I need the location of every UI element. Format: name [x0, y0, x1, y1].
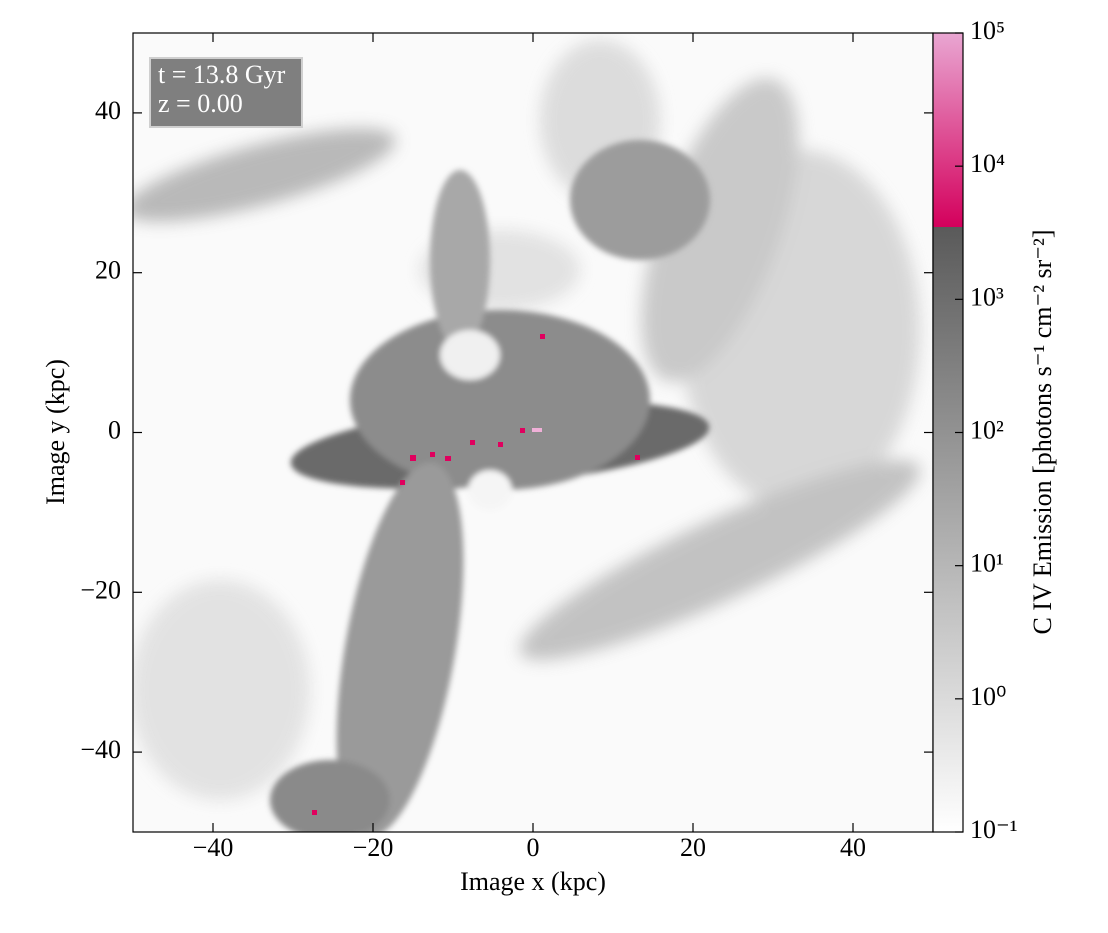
x-tick-label: −40	[193, 833, 234, 862]
colorbar-tick-label: 10¹	[970, 549, 1004, 578]
y-tick-label: 0	[108, 415, 121, 444]
y-tick-label: −40	[80, 735, 121, 764]
annotation-box	[149, 57, 303, 128]
annotation: t = 13.8 Gyr	[158, 60, 286, 89]
x-axis-label: Image x (kpc)	[460, 867, 606, 896]
colorbar-tick-label: 10⁰	[970, 682, 1006, 711]
colorbar-tick-label: 10³	[970, 282, 1004, 311]
x-tick-label: 20	[680, 833, 706, 862]
colorbar-label: C IV Emission [photons s⁻¹ cm⁻² sr⁻²]	[1028, 230, 1057, 635]
y-axis-label: Image y (kpc)	[41, 359, 70, 505]
colorbar-tick-label: 10²	[970, 415, 1004, 444]
y-tick-label: 40	[95, 96, 121, 125]
colorbar-tick-label: 10⁴	[970, 149, 1005, 178]
colorbar-tick-label: 10⁵	[970, 16, 1005, 45]
x-tick-label: −20	[353, 833, 394, 862]
y-tick-label: 20	[95, 256, 121, 285]
y-tick-label: −20	[80, 575, 121, 604]
annotation: z = 0.00	[158, 89, 243, 118]
x-tick-label: 0	[527, 833, 540, 862]
colorbar-tick-label: 10⁻¹	[970, 815, 1018, 844]
x-tick-label: 40	[840, 833, 866, 862]
emission-image	[133, 33, 933, 832]
